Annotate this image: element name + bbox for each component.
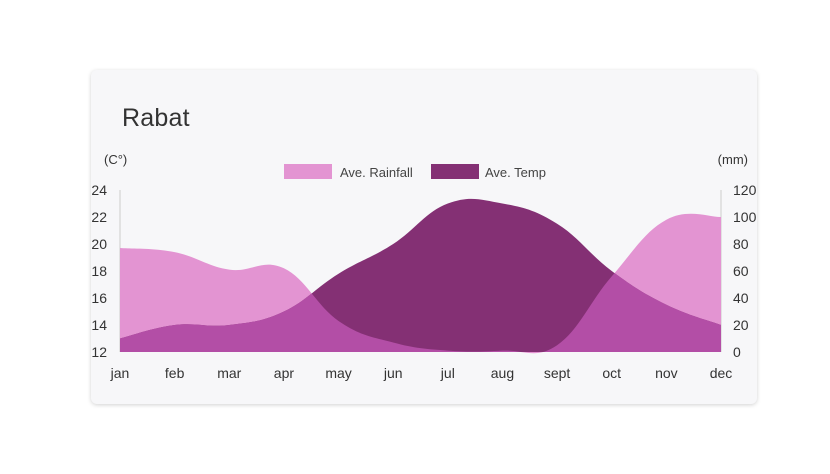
y-left-tick-label: 14 (91, 317, 107, 333)
y-left-tick-label: 12 (91, 344, 107, 360)
x-tick-label: jun (383, 365, 403, 381)
y-right-tick-label: 80 (733, 236, 749, 252)
x-tick-label: jul (440, 365, 455, 381)
x-tick-label: feb (165, 365, 185, 381)
legend-item[interactable]: Ave. Rainfall (284, 164, 413, 180)
x-tick-label: sept (544, 365, 571, 381)
x-tick-label: may (325, 365, 351, 381)
x-tick-label: oct (602, 365, 621, 381)
y-left-tick-label: 20 (91, 236, 107, 252)
x-tick-label: apr (274, 365, 295, 381)
y-left-tick-label: 16 (91, 290, 107, 306)
series-area-temp (120, 198, 721, 352)
x-tick-label: mar (217, 365, 241, 381)
legend-item[interactable]: Ave. Temp (431, 164, 546, 180)
y-right-tick-label: 120 (733, 182, 757, 198)
legend-swatch (431, 164, 479, 179)
y-left-tick-label: 18 (91, 263, 107, 279)
y-left-tick-label: 22 (91, 209, 107, 225)
x-tick-label: aug (491, 365, 514, 381)
x-tick-label: jan (110, 365, 130, 381)
x-tick-label: nov (655, 365, 678, 381)
y-right-tick-label: 0 (733, 344, 741, 360)
y-right-unit-label: (mm) (718, 152, 748, 167)
y-left-tick-label: 24 (91, 182, 107, 198)
chart-title: Rabat (122, 104, 190, 132)
legend-label: Ave. Rainfall (340, 165, 413, 180)
y-right-tick-label: 20 (733, 317, 749, 333)
x-tick-label: dec (710, 365, 733, 381)
legend-label: Ave. Temp (485, 165, 546, 180)
y-right-tick-label: 60 (733, 263, 749, 279)
y-right-tick-label: 100 (733, 209, 757, 225)
legend[interactable]: Ave. Rainfall Ave. Temp (284, 164, 546, 180)
y-left-unit-label: (C°) (104, 152, 127, 167)
y-right-tick-label: 40 (733, 290, 749, 306)
legend-swatch (284, 164, 332, 179)
